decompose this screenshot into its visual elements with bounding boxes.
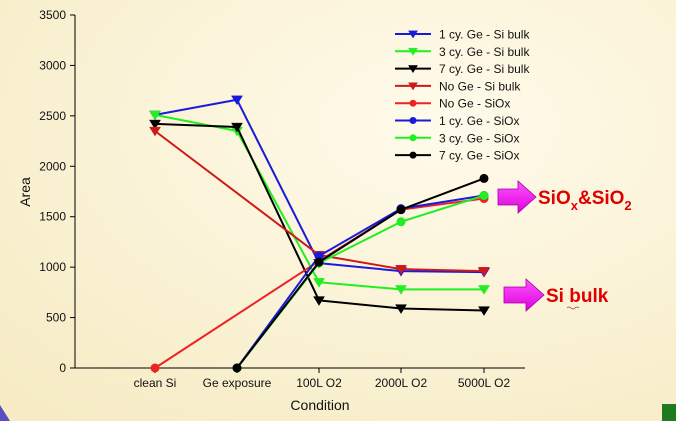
siox-mid: &SiO <box>578 188 624 209</box>
data-point <box>231 122 243 133</box>
x-tick-label: 5000L O2 <box>458 376 511 390</box>
y-tick-label: 500 <box>46 311 66 325</box>
data-point <box>395 285 407 295</box>
legend-label: 1 cy. Ge - Si bulk <box>439 28 530 42</box>
series-line <box>236 177 485 369</box>
series-7-cy-ge-siox <box>232 173 489 373</box>
data-point <box>396 205 406 215</box>
x-ticks-group: clean Si Ge exposure 100L O2 2000L O2 5000L … <box>134 368 511 390</box>
y-tick-label: 3000 <box>39 58 66 72</box>
data-point <box>231 95 243 106</box>
data-point <box>313 278 325 288</box>
corner-decoration-left <box>0 405 10 421</box>
x-tick-label: 2000L O2 <box>375 376 428 390</box>
legend-entry-7-cy-ge-si-bulk: 7 cy. Ge - Si bulk <box>395 62 530 76</box>
legend-entry-1-cy-ge-siox: 1 cy. Ge - SiOx <box>395 114 519 128</box>
x-axis-label: Condition <box>290 397 349 413</box>
siox-arrow-icon <box>497 180 537 214</box>
data-point <box>395 304 407 314</box>
legend-marker <box>409 99 417 107</box>
series-line <box>154 130 485 273</box>
legend-marker <box>409 151 417 159</box>
spellcheck-underline <box>566 306 580 310</box>
data-point <box>149 119 161 130</box>
data-point <box>479 191 489 201</box>
x-tick-label: 100L O2 <box>296 376 342 390</box>
legend-marker <box>408 82 418 91</box>
data-point <box>478 306 490 316</box>
sio2-subscript-2: 2 <box>624 198 631 213</box>
series-7-cy-ge-si-bulk <box>149 119 490 316</box>
siox-base: SiO <box>538 188 571 209</box>
data-point <box>396 217 406 227</box>
corner-decoration-right <box>662 404 676 421</box>
si-bulk-arrow-icon <box>503 278 545 312</box>
data-point <box>313 296 325 306</box>
y-tick-label: 1000 <box>39 260 66 274</box>
legend-marker <box>409 134 417 142</box>
legend: 1 cy. Ge - Si bulk 3 cy. Ge - Si bulk 7 cy… <box>395 28 530 163</box>
series-layer <box>149 95 490 373</box>
y-tick-label: 2000 <box>39 159 66 173</box>
legend-marker <box>408 65 418 74</box>
data-point <box>149 126 161 137</box>
legend-label: No Ge - SiOx <box>439 97 510 111</box>
legend-marker <box>408 47 418 56</box>
legend-label: 7 cy. Ge - Si bulk <box>439 62 530 76</box>
siox-subscript-x: x <box>571 198 579 213</box>
legend-entry-no-ge-siox: No Ge - SiOx <box>395 97 510 111</box>
y-tick-label: 3500 <box>39 8 66 22</box>
y-tick-label: 1500 <box>39 210 66 224</box>
legend-label: 3 cy. Ge - SiOx <box>439 131 519 145</box>
data-point <box>314 257 324 267</box>
data-point <box>478 285 490 295</box>
legend-entry-3-cy-ge-siox: 3 cy. Ge - SiOx <box>395 131 519 145</box>
y-tick-label: 0 <box>59 361 66 375</box>
legend-label: 7 cy. Ge - SiOx <box>439 149 519 163</box>
data-point <box>149 110 161 121</box>
legend-entry-no-ge-si-bulk: No Ge - Si bulk <box>395 79 521 93</box>
x-tick-label: clean Si <box>134 376 177 390</box>
legend-entry-3-cy-ge-si-bulk: 3 cy. Ge - Si bulk <box>395 45 530 59</box>
data-point <box>395 265 407 275</box>
si-bulk-annotation: Si bulk <box>546 286 609 307</box>
y-ticks-group: 0 500 1000 1500 2000 2500 3000 3500 <box>39 8 75 375</box>
data-point <box>232 363 242 373</box>
series-line <box>236 194 485 369</box>
x-tick-label: Ge exposure <box>203 376 272 390</box>
legend-label: 3 cy. Ge - Si bulk <box>439 45 530 59</box>
y-axis-label: Area <box>17 177 33 207</box>
data-point <box>150 363 160 373</box>
axes-group <box>74 15 525 369</box>
data-point <box>478 267 490 277</box>
legend-label: 1 cy. Ge - SiOx <box>439 114 519 128</box>
legend-marker <box>408 30 418 39</box>
legend-entry-1-cy-ge-si-bulk: 1 cy. Ge - Si bulk <box>395 28 530 42</box>
legend-label: No Ge - Si bulk <box>439 79 521 93</box>
legend-marker <box>409 117 417 124</box>
y-tick-label: 2500 <box>39 109 66 123</box>
data-point <box>479 173 489 183</box>
siox-sio2-annotation: SiOx&SiO2 <box>538 188 632 213</box>
legend-entry-7-cy-ge-siox: 7 cy. Ge - SiOx <box>395 149 519 163</box>
